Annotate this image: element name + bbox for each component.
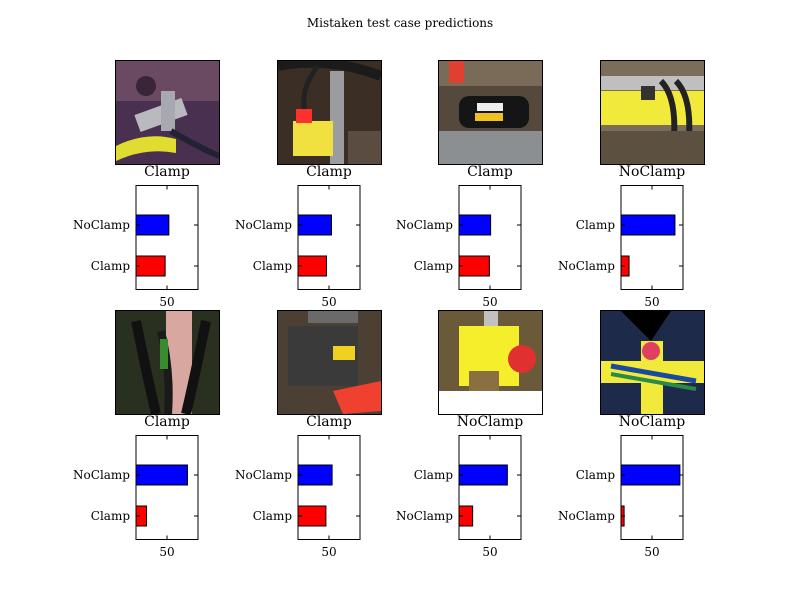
y-tick-label: NoClamp <box>396 218 453 232</box>
x-tick-label: 50 <box>321 545 336 559</box>
axes-frame <box>620 435 684 540</box>
y-tick-label: Clamp <box>253 259 293 273</box>
test-image <box>600 60 705 165</box>
test-image <box>277 60 382 165</box>
prediction-bar-chart: Clamp NoClamp 50 <box>235 185 361 309</box>
x-tick-label: 50 <box>482 545 497 559</box>
x-tick-label: 50 <box>644 295 659 309</box>
bar-noclamp <box>135 464 188 486</box>
x-tick-label: 50 <box>159 545 174 559</box>
y-tick-label: NoClamp <box>73 468 130 482</box>
prediction-bar-chart: Clamp NoClamp 50 <box>73 185 199 309</box>
bar-noclamp <box>297 464 333 486</box>
y-tick-label: NoClamp <box>558 509 615 523</box>
x-tick-label: 50 <box>644 545 659 559</box>
true-label: Clamp <box>306 164 352 180</box>
true-label: Clamp <box>467 164 513 180</box>
y-tick-label: Clamp <box>576 468 616 482</box>
x-tick-label: 50 <box>482 295 497 309</box>
true-label: NoClamp <box>618 164 686 180</box>
y-tick-label: NoClamp <box>73 218 130 232</box>
x-tick-label: 50 <box>321 295 336 309</box>
bar-clamp <box>458 464 508 486</box>
bar-clamp <box>620 464 681 486</box>
y-tick-label: Clamp <box>91 259 131 273</box>
true-label: Clamp <box>144 414 190 430</box>
prediction-bar-chart: NoClamp Clamp 50 <box>396 435 522 559</box>
bar-clamp <box>297 505 327 527</box>
y-tick-label: Clamp <box>414 468 454 482</box>
test-image <box>600 310 705 415</box>
y-tick-label: Clamp <box>91 509 131 523</box>
test-image <box>438 310 543 415</box>
y-tick-label: NoClamp <box>235 468 292 482</box>
y-tick-label: Clamp <box>253 509 293 523</box>
test-image <box>438 60 543 165</box>
bar-noclamp <box>297 214 332 236</box>
y-tick-label: NoClamp <box>235 218 292 232</box>
y-tick-label: Clamp <box>414 259 454 273</box>
test-image <box>115 60 220 165</box>
prediction-bar-chart: Clamp NoClamp 50 <box>396 185 522 309</box>
y-tick-label: Clamp <box>576 218 616 232</box>
test-image <box>277 310 382 415</box>
bar-clamp <box>135 255 166 277</box>
bar-clamp <box>620 214 676 236</box>
x-tick-label: 50 <box>159 295 174 309</box>
bar-noclamp <box>135 214 170 236</box>
true-label: Clamp <box>144 164 190 180</box>
y-tick-label: NoClamp <box>558 259 615 273</box>
true-label: NoClamp <box>618 414 686 430</box>
test-image <box>115 310 220 415</box>
figure-title: Mistaken test case predictions <box>306 16 494 30</box>
prediction-bar-chart: NoClamp Clamp 50 <box>558 435 684 559</box>
bar-clamp <box>458 255 490 277</box>
axes-frame <box>620 185 684 290</box>
prediction-bar-chart: NoClamp Clamp 50 <box>558 185 684 309</box>
true-label: Clamp <box>306 414 352 430</box>
true-label: NoClamp <box>456 414 524 430</box>
bar-clamp <box>297 255 328 277</box>
y-tick-label: NoClamp <box>396 509 453 523</box>
bar-noclamp <box>458 214 492 236</box>
prediction-bar-chart: Clamp NoClamp 50 <box>235 435 361 559</box>
prediction-bar-chart: Clamp NoClamp 50 <box>73 435 199 559</box>
